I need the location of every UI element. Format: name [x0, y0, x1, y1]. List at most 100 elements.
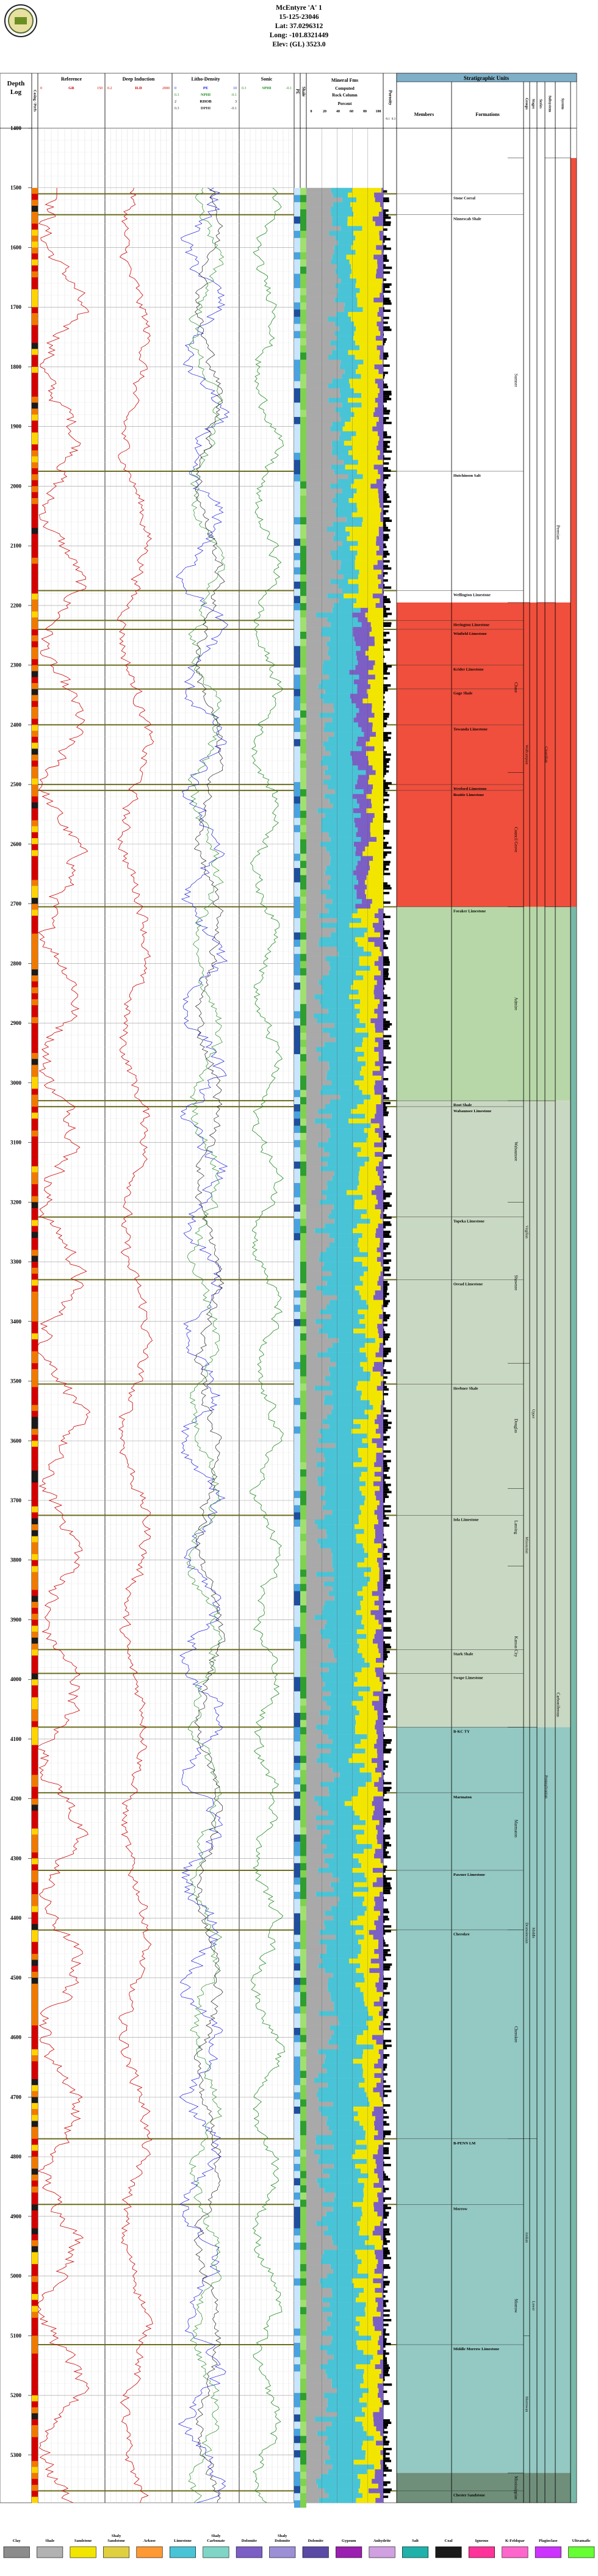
shale-track-fill: [300, 918, 306, 926]
mineral-fraction-bar: [306, 1290, 323, 1296]
shale-track-fill: [300, 581, 306, 589]
mineral-fraction-bar: [306, 1476, 317, 1482]
mineral-fraction-bar: [339, 1877, 367, 1883]
mineral-fraction-bar: [306, 2025, 331, 2031]
casing-color-band: [32, 1804, 38, 1811]
mineral-fraction-bar: [377, 1710, 383, 1716]
porosity-bar: [383, 2431, 388, 2434]
casing-color-band: [32, 2365, 38, 2372]
casing-color-band: [32, 1607, 38, 1615]
mineral-fraction-bar: [354, 1204, 375, 1210]
porosity-bar: [383, 1202, 390, 1205]
mineral-fraction-bar: [378, 1333, 383, 1339]
legend-label: Carbonate: [207, 2539, 225, 2543]
casing-color-band: [32, 1900, 38, 1907]
mineral-fraction-bar: [380, 1433, 383, 1439]
rhob-curve: [193, 187, 225, 2503]
casing-color-band: [32, 1989, 38, 1996]
casing-color-band: [32, 1411, 38, 1417]
mineral-fraction-bar: [306, 1519, 315, 1525]
porosity-bar: [383, 1646, 392, 1649]
mineral-fraction-bar: [306, 1109, 319, 1114]
mineral-fraction-bar: [306, 1610, 322, 1615]
mineral-fraction-bar: [323, 698, 351, 704]
shale-track-fill: [300, 1920, 306, 1928]
mineral-fraction-bar: [306, 316, 328, 322]
mineral-fraction-bar: [378, 1051, 383, 1057]
mineral-fraction-bar: [324, 794, 353, 799]
mineral-fraction-bar: [359, 345, 377, 350]
mineral-fraction-bar: [331, 2340, 357, 2346]
mineral-fraction-bar: [351, 264, 378, 269]
mineral-fraction-bar: [327, 1333, 366, 1339]
mineral-fraction-bar: [329, 798, 357, 804]
pe-track-fill: [294, 2378, 300, 2386]
casing-color-band: [32, 2157, 38, 2163]
shale-track-fill: [300, 1140, 306, 1148]
mineral-fraction-bar: [359, 1171, 378, 1176]
mineral-fraction-bar: [319, 1710, 359, 1716]
mineral-fraction-bar: [361, 622, 371, 628]
mineral-fraction-bar: [350, 383, 378, 389]
porosity-bar: [383, 1877, 392, 1880]
shale-swatch: [37, 2546, 63, 2558]
casing-color-band: [32, 1476, 38, 1483]
mineral-fraction-bar: [372, 727, 383, 733]
mineral-fraction-bar: [306, 1023, 335, 1029]
porosity-bar: [383, 441, 391, 444]
mineral-fraction-bar: [353, 603, 376, 609]
porosity-bar: [383, 656, 385, 658]
porosity-bar: [383, 405, 384, 408]
mineral-fraction-bar: [328, 397, 348, 403]
porosity-bar: [383, 844, 387, 847]
mineral-fraction-bar: [306, 441, 332, 446]
shale-track-fill: [300, 1741, 306, 1749]
mineral-fraction-bar: [361, 1214, 380, 1219]
mineral-fraction-bar: [378, 1519, 383, 1525]
porosity-bar: [383, 946, 388, 949]
porosity-bar: [383, 1533, 384, 1536]
mineral-fraction-bar: [335, 1934, 364, 1940]
casing-color-band: [32, 1977, 38, 1984]
mineral-fraction-bar: [320, 1157, 369, 1162]
mineral-fraction-bar: [373, 565, 383, 570]
mineral-fraction-bar: [306, 631, 322, 637]
mineral-fraction-bar: [368, 2173, 378, 2179]
casing-color-band: [32, 1703, 38, 1710]
porosity-bar: [383, 397, 392, 400]
porosity-bar: [383, 1937, 384, 1940]
casing-color-band: [32, 194, 38, 200]
casing-color-band: [32, 2371, 38, 2378]
porosity-bar: [383, 467, 389, 470]
pe-track-fill: [294, 216, 300, 224]
mineral-fraction-bar: [362, 226, 383, 231]
porosity-bar: [383, 1798, 389, 1801]
mineral-fraction-bar: [306, 2464, 333, 2470]
shale-track-fill: [300, 1806, 306, 1814]
mineral-fraction-bar: [375, 1037, 383, 1043]
pe-track-fill: [294, 631, 300, 639]
porosity-bar: [383, 2249, 390, 2252]
porosity-bar: [383, 2338, 387, 2341]
mineral-fraction-bar: [352, 1868, 373, 1873]
mineral-fraction-bar: [306, 2011, 320, 2016]
mineral-fraction-bar: [360, 1362, 374, 1367]
pe-track-fill: [294, 1262, 300, 1270]
mineral-fraction-bar: [344, 307, 363, 313]
mineral-fraction-bar: [330, 579, 348, 585]
casing-color-band: [32, 534, 38, 540]
mineral-fraction-bar: [306, 2302, 330, 2307]
mineral-fraction-bar: [356, 741, 366, 747]
mineral-fraction-bar: [306, 1791, 330, 1797]
mineral-fraction-bar: [334, 708, 359, 714]
porosity-bar: [383, 2426, 387, 2429]
mineral-fraction-bar: [332, 221, 348, 226]
casing-color-band: [32, 1518, 38, 1525]
mineral-fraction-bar: [328, 2450, 366, 2456]
mineral-fraction-bar: [380, 292, 383, 298]
casing-color-band: [32, 963, 38, 970]
mineral-fraction-bar: [357, 550, 376, 556]
mineral-fraction-bar: [325, 2488, 359, 2494]
mineral-fraction-bar: [306, 1323, 323, 1329]
mineral-fraction-bar: [333, 2030, 364, 2036]
